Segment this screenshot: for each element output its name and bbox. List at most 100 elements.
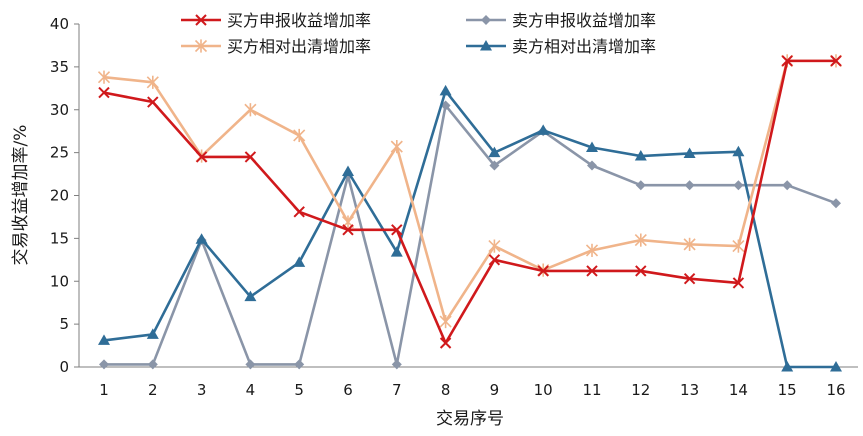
cross-stroke [342,224,354,236]
data-point-diamond [99,359,109,370]
data-point-triangle [634,150,647,161]
data-point-cross [781,55,793,67]
data-point-triangle [586,141,598,152]
data-point-diamond [733,180,744,191]
data-point-cross [537,265,549,277]
cross-stroke [293,206,305,218]
data-point-triangle [195,233,208,244]
data-point-cross [293,206,305,218]
series-line [103,59,836,323]
data-point-cross [244,151,257,163]
cross-stroke [195,151,208,163]
x-tick-label: 7 [392,381,402,399]
data-point-triangle [830,361,842,372]
y-tick-label: 15 [50,229,69,247]
data-point-cross [147,96,159,108]
cross-stroke [586,265,598,277]
data-point-triangle [293,256,306,267]
data-point-triangle [342,165,354,176]
legend-item-3: 买方相对出清增加率 [181,37,371,56]
data-point-asterisk [732,239,745,253]
cross-stroke [683,272,696,285]
data-point-asterisk [293,128,306,143]
data-point-asterisk [683,237,696,251]
data-point-triangle [537,124,550,135]
data-point-cross [635,265,647,277]
data-point-diamond [489,160,500,171]
legend-item-2: 卖方申报收益增加率 [466,11,656,30]
cross-stroke [781,55,793,67]
data-point-cross [830,55,842,67]
data-point-triangle [781,361,794,372]
data-point-triangle [488,146,501,158]
series-layer [97,54,843,372]
series-2 [99,100,841,370]
x-tick-label: 15 [778,381,797,399]
data-point-asterisk [97,70,111,84]
y-tick-label: 20 [50,187,69,205]
data-point-cross [195,14,207,26]
legend-label: 卖方相对出清增加率 [512,37,656,56]
legend-item-4: 卖方相对出清增加率 [466,37,656,56]
data-point-asterisk [634,233,647,247]
legend-label: 卖方申报收益增加率 [512,11,656,30]
series-3 [97,54,843,329]
data-point-cross [98,86,110,99]
data-point-diamond [481,15,491,25]
x-tick-label: 2 [148,381,158,399]
data-point-diamond [782,180,793,191]
cross-stroke [732,277,745,289]
data-point-cross [683,272,696,285]
data-point-diamond [391,359,402,370]
x-tick-label: 13 [680,381,699,399]
legend-label: 买方相对出清增加率 [227,37,371,56]
y-axis-label: 交易收益增加率/% [11,125,31,266]
data-point-triangle [480,40,492,51]
x-tick-label: 10 [534,381,553,399]
data-point-asterisk [390,140,403,154]
cross-stroke [147,96,159,108]
data-point-asterisk [146,75,159,89]
data-point-triangle [146,328,159,339]
cross-stroke [830,55,842,67]
data-point-cross [391,224,403,236]
x-tick-label: 6 [343,381,353,399]
legend-item-1: 买方申报收益增加率 [181,11,371,30]
series-line [104,104,837,366]
y-tick-label: 5 [59,315,69,333]
data-point-diamond [587,160,597,171]
data-point-triangle [98,334,110,345]
cross-stroke [635,265,647,277]
x-tick-label: 9 [490,381,500,399]
x-tick-label: 1 [99,381,109,399]
data-point-asterisk [488,239,501,253]
data-point-cross [195,151,208,163]
legend-label: 买方申报收益增加率 [227,11,371,30]
data-point-diamond [684,180,695,191]
data-point-asterisk [244,103,257,117]
cross-stroke [391,224,403,236]
data-point-triangle [683,147,696,158]
cross-stroke [195,14,207,26]
cross-stroke [439,337,452,349]
data-point-cross [488,254,501,266]
data-point-cross [342,224,354,236]
data-point-diamond [147,359,158,370]
x-tick-label: 12 [631,381,650,399]
data-point-asterisk [585,243,599,257]
series-line [103,59,836,345]
series-1 [98,55,842,349]
x-tick-label: 8 [441,381,451,399]
data-point-diamond [831,198,841,209]
data-point-cross [439,337,452,349]
data-point-triangle [732,145,745,157]
cross-stroke [98,86,110,99]
cross-stroke [244,151,257,163]
data-point-cross [732,277,745,289]
y-tick-label: 25 [50,144,69,162]
data-point-diamond [294,359,305,370]
data-point-diamond [245,359,256,370]
x-tick-label: 14 [729,381,748,399]
